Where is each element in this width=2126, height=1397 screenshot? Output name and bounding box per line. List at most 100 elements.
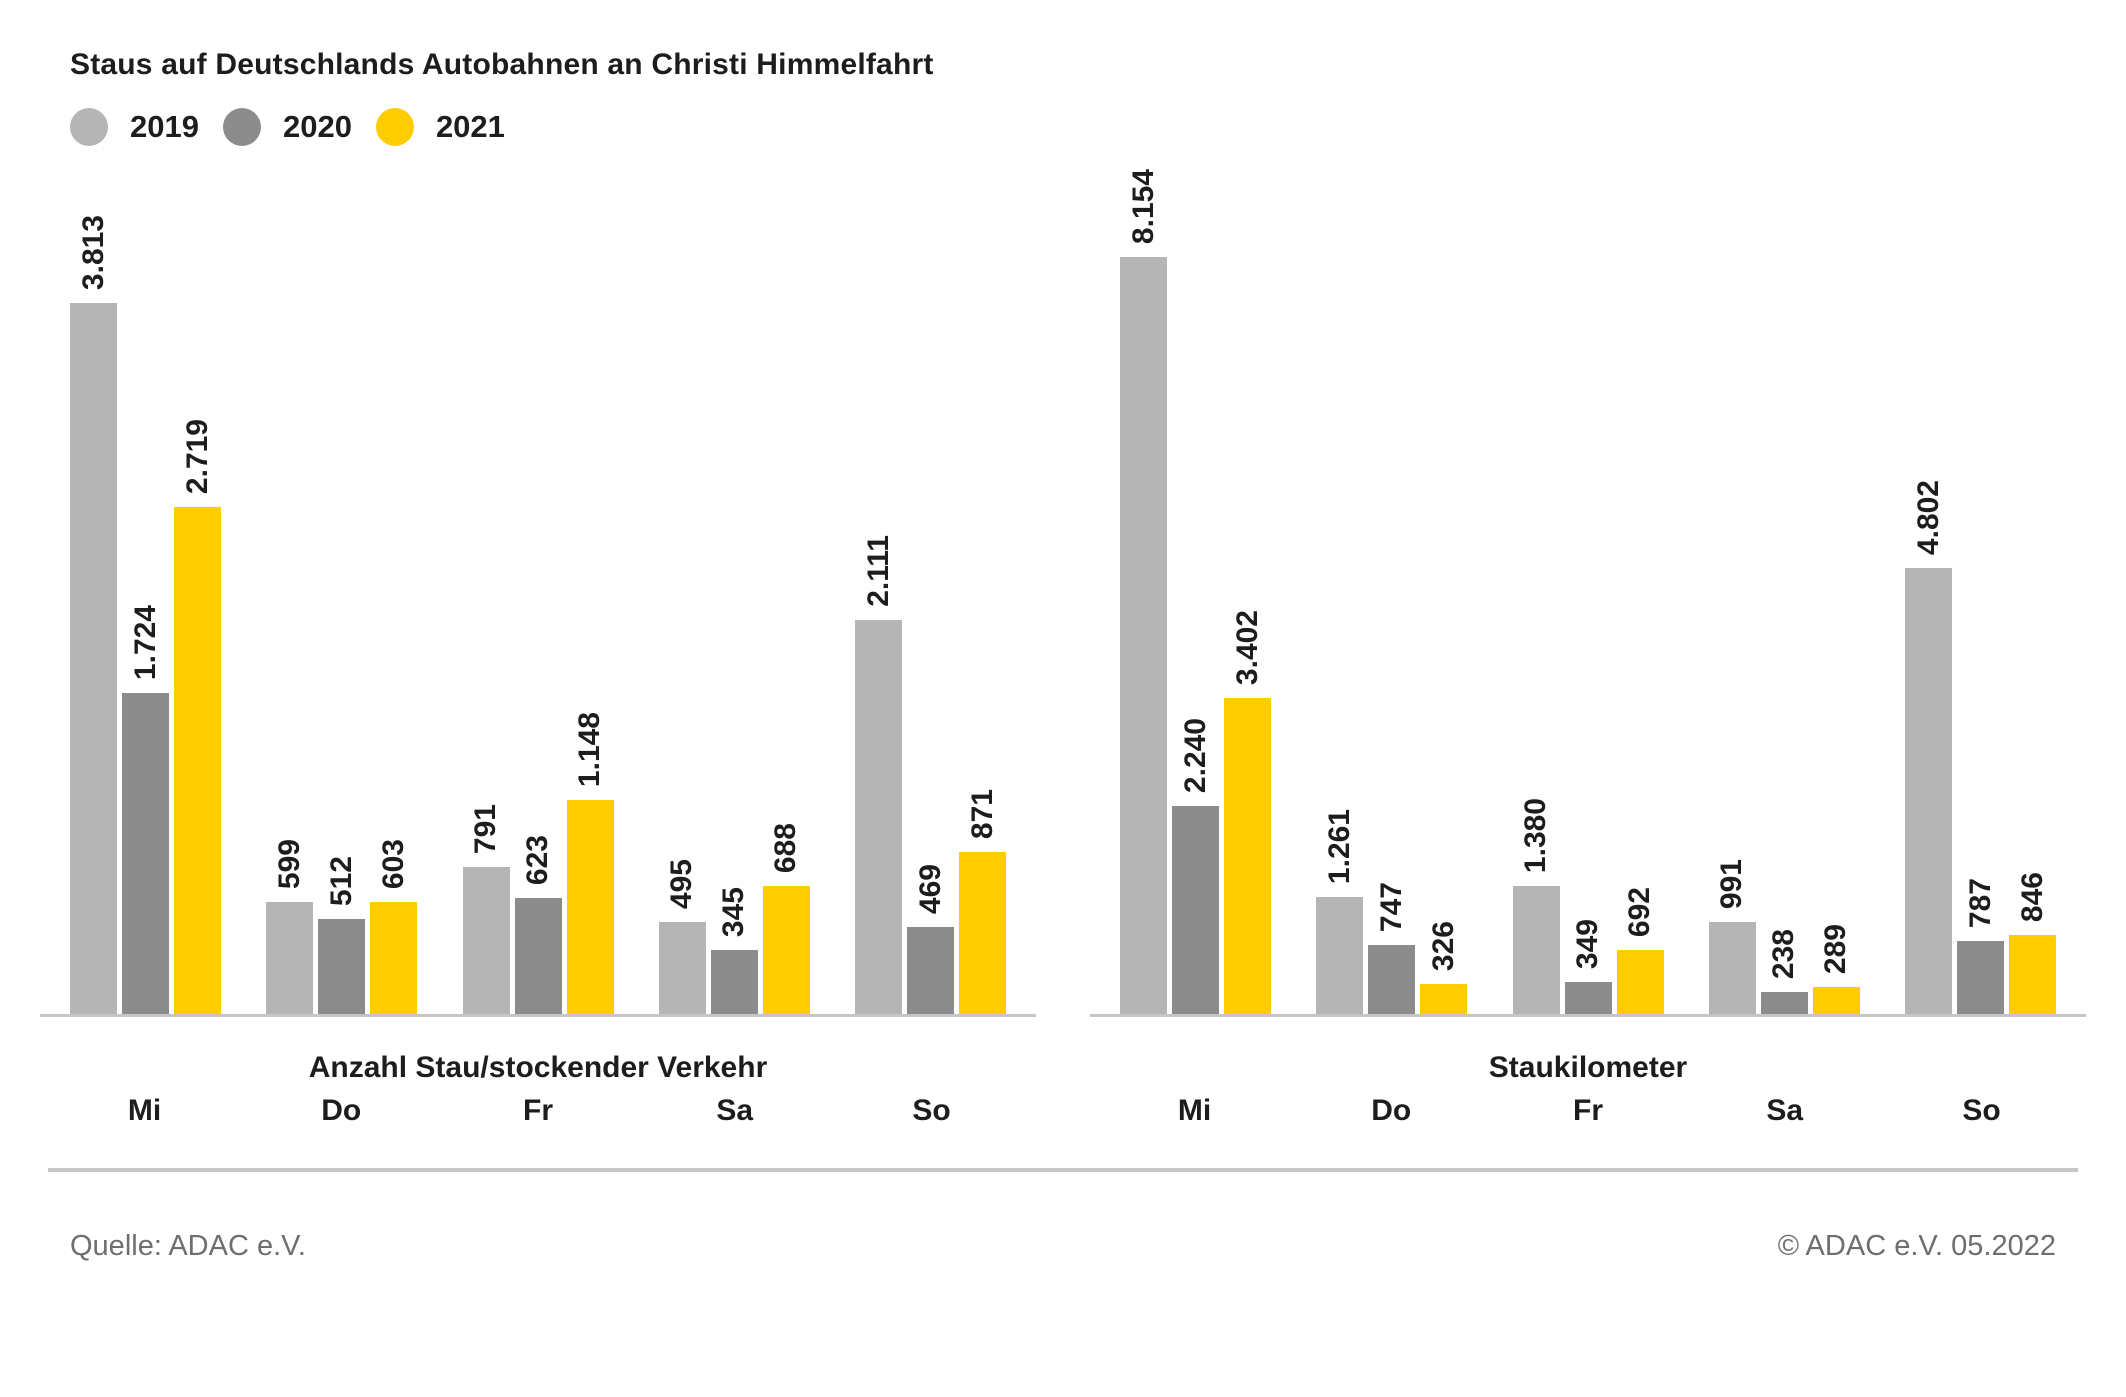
value-label-2020-do: 512 xyxy=(324,855,358,906)
value-label-2021-sa: 289 xyxy=(1819,923,1853,974)
legend-item-2019: 2019 xyxy=(70,108,199,146)
value-label-2021-mi: 2.719 xyxy=(180,418,214,494)
value-label-2019-sa: 991 xyxy=(1715,858,1749,909)
x-axis-label-so: So xyxy=(1962,1094,2001,1127)
bar-col-2020-so: 469 xyxy=(907,864,954,1014)
bar-2020-do xyxy=(318,919,366,1014)
bar-col-2021-sa: 289 xyxy=(1812,923,1860,1014)
bar-2020-fr xyxy=(1564,982,1612,1014)
bar-2019-mi xyxy=(70,303,117,1014)
bar-col-2020-mi: 2.240 xyxy=(1172,718,1219,1014)
value-label-2019-fr: 1.380 xyxy=(1519,797,1552,873)
bar-col-2019-fr: 791 xyxy=(462,804,510,1014)
value-label-2019-sa: 495 xyxy=(665,858,699,909)
value-label-2019-mi: 3.813 xyxy=(76,214,110,290)
bar-group-do: 1.261 747 326 xyxy=(1316,808,1468,1014)
bar-2020-sa xyxy=(710,950,758,1014)
x-axis-left: Mi Do Fr Sa So xyxy=(40,1094,1036,1128)
bar-2019-so xyxy=(1905,568,1952,1014)
bar-2020-fr xyxy=(514,898,562,1014)
value-label-2019-so: 4.802 xyxy=(1911,479,1945,555)
charts-row: 3.813 1.724 2.719 599 512 603 791 623 1.148 495 34… xyxy=(0,146,2126,1128)
bar-group-so: 4.802 787 846 xyxy=(1905,480,2056,1014)
bar-2021-mi xyxy=(174,507,221,1014)
value-label-2021-so: 846 xyxy=(2015,871,2049,922)
x-axis-label-mi: Mi xyxy=(127,1094,162,1127)
value-label-2020-fr: 349 xyxy=(1571,918,1604,969)
value-label-2020-so: 469 xyxy=(913,863,947,914)
page-title: Staus auf Deutschlands Autobahnen an Chr… xyxy=(70,48,934,81)
bar-2019-fr xyxy=(462,867,510,1014)
value-label-2020-fr: 623 xyxy=(521,834,554,885)
value-label-2019-do: 599 xyxy=(272,838,306,889)
bar-col-2019-do: 599 xyxy=(266,838,314,1014)
bar-col-2021-so: 871 xyxy=(959,789,1006,1014)
bar-2019-fr xyxy=(1512,886,1560,1014)
legend-swatch-2019-icon xyxy=(70,108,108,146)
footer-divider xyxy=(48,1168,2078,1172)
bar-col-2021-mi: 2.719 xyxy=(174,419,221,1014)
bar-col-2020-do: 747 xyxy=(1368,882,1416,1014)
x-axis-right: Mi Do Fr Sa So xyxy=(1090,1094,2086,1128)
bar-2021-fr xyxy=(566,800,614,1014)
legend-label: 2021 xyxy=(435,109,505,144)
bar-col-2020-do: 512 xyxy=(318,855,366,1014)
bar-col-2020-fr: 623 xyxy=(514,834,562,1014)
bar-group-fr: 791 623 1.148 xyxy=(462,712,614,1014)
bar-col-2019-do: 1.261 xyxy=(1316,808,1364,1014)
x-axis-label-sa: Sa xyxy=(1766,1094,1804,1127)
bar-col-2020-sa: 238 xyxy=(1760,929,1808,1014)
bar-col-2020-sa: 345 xyxy=(710,886,758,1014)
bar-col-2021-sa: 688 xyxy=(762,823,810,1014)
bar-group-do: 599 512 603 xyxy=(266,838,418,1014)
bar-col-2019-fr: 1.380 xyxy=(1512,797,1560,1014)
bar-col-2019-so: 4.802 xyxy=(1905,480,1952,1014)
value-label-2021-do: 326 xyxy=(1426,920,1460,971)
bar-col-2021-so: 846 xyxy=(2009,872,2056,1014)
copyright-label: © ADAC e.V. 05.2022 xyxy=(1777,1230,2056,1262)
x-axis-label-do: Do xyxy=(1371,1094,1412,1127)
chart-staukilometer: 8.154 2.240 3.402 1.261 747 326 1.380 349 692 991… xyxy=(1090,146,2086,1128)
bar-col-2020-so: 787 xyxy=(1957,878,2004,1014)
bar-2019-mi xyxy=(1120,257,1167,1014)
bar-col-2019-sa: 991 xyxy=(1708,858,1756,1014)
bar-group-so: 2.111 469 871 xyxy=(855,535,1006,1014)
x-axis-label-mi: Mi xyxy=(1177,1094,1212,1127)
bar-2020-so xyxy=(1957,941,2004,1014)
legend: 2019 2020 2021 xyxy=(70,108,2056,146)
bar-2019-sa xyxy=(1708,922,1756,1014)
bar-2020-mi xyxy=(1172,806,1219,1014)
bar-2021-do xyxy=(1420,984,1468,1014)
value-label-2019-do: 1.261 xyxy=(1322,808,1356,884)
value-label-2020-sa: 345 xyxy=(717,886,751,937)
chart-title-left: Anzahl Stau/stockender Verkehr xyxy=(308,1051,768,1084)
value-label-2020-mi: 1.724 xyxy=(128,604,162,680)
value-label-2021-so: 871 xyxy=(965,788,999,839)
bar-col-2020-mi: 1.724 xyxy=(122,605,169,1014)
legend-item-2021: 2021 xyxy=(375,108,505,146)
bar-2019-so xyxy=(855,620,902,1014)
legend-label: 2019 xyxy=(130,109,199,144)
bar-2021-sa xyxy=(762,886,810,1014)
bar-2020-do xyxy=(1368,945,1416,1014)
bar-col-2019-mi: 3.813 xyxy=(70,215,117,1014)
bar-col-2021-fr: 1.148 xyxy=(566,712,614,1014)
value-label-2019-so: 2.111 xyxy=(861,535,895,607)
bar-group-fr: 1.380 349 692 xyxy=(1512,797,1664,1014)
value-label-2019-mi: 8.154 xyxy=(1126,168,1160,244)
value-label-2021-fr: 692 xyxy=(1623,886,1656,937)
legend-swatch-2020-icon xyxy=(222,108,261,146)
bar-col-2019-so: 2.111 xyxy=(855,535,902,1014)
legend-swatch-2021-icon xyxy=(375,108,414,146)
chart-anzahl-stau: 3.813 1.724 2.719 599 512 603 791 623 1.148 495 34… xyxy=(40,146,1036,1128)
bar-2019-do xyxy=(266,902,314,1014)
x-axis-label-so: So xyxy=(912,1094,951,1127)
bar-col-2019-mi: 8.154 xyxy=(1120,169,1167,1014)
plot-area-right: 8.154 2.240 3.402 1.261 747 326 1.380 349 692 991… xyxy=(1090,146,2086,1017)
bar-2019-do xyxy=(1316,897,1364,1014)
bar-2021-do xyxy=(370,902,418,1014)
value-label-2021-mi: 3.402 xyxy=(1230,609,1264,685)
x-axis-label-fr: Fr xyxy=(523,1094,553,1127)
source-label: Quelle: ADAC e.V. xyxy=(70,1230,306,1262)
bar-col-2021-do: 326 xyxy=(1420,920,1468,1014)
